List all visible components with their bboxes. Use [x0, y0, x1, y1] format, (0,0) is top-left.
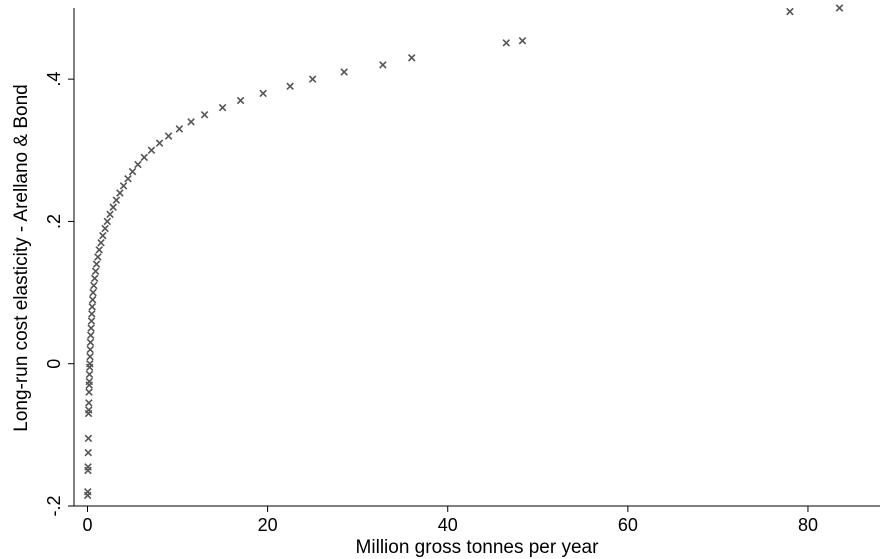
data-point [92, 260, 101, 268]
data-point [236, 96, 245, 105]
data-point [84, 434, 93, 443]
x-tick-label: 20 [258, 515, 278, 535]
data-point [518, 36, 527, 45]
data-point [103, 217, 112, 226]
data-point [85, 370, 94, 379]
data-point [112, 196, 121, 204]
y-tick-label: .2 [44, 214, 64, 229]
x-tick-label: 60 [618, 515, 638, 535]
data-point [116, 189, 124, 197]
data-point [124, 174, 132, 183]
data-point [99, 231, 107, 240]
data-point [90, 274, 99, 283]
x-tick-label: 80 [798, 515, 818, 535]
data-point [88, 295, 97, 304]
data-point [87, 317, 96, 325]
data-point [95, 246, 103, 254]
y-tick-label: .4 [44, 72, 64, 87]
data-point [286, 82, 294, 91]
data-point [308, 75, 317, 83]
data-point [90, 281, 98, 290]
data-point [86, 345, 94, 354]
data-point [147, 146, 156, 155]
data-point [85, 406, 93, 414]
data-point [85, 399, 93, 407]
data-point [140, 153, 149, 162]
data-point [134, 160, 142, 169]
y-axis-title: Long-run cost elasticity - Arellano & Bo… [11, 84, 32, 431]
x-tick-label: 0 [83, 515, 93, 535]
data-point [109, 203, 117, 211]
data-point [786, 7, 794, 16]
data-point [88, 310, 96, 318]
data-point [218, 103, 227, 112]
data-point [97, 239, 105, 247]
y-ticks: -.2 0 .2 .4 [44, 72, 74, 517]
data-point [835, 4, 844, 12]
data-point [84, 463, 92, 471]
data-point [94, 253, 102, 261]
data-point [85, 388, 93, 396]
axes [73, 8, 880, 507]
data-point [259, 89, 267, 98]
data-point [86, 338, 95, 347]
data-point [187, 118, 195, 126]
data-point [155, 139, 164, 147]
data-point [88, 303, 96, 311]
data-point [101, 224, 109, 233]
data-point [84, 448, 92, 457]
data-point [84, 488, 92, 496]
x-tick-label: 40 [438, 515, 458, 535]
data-point [175, 125, 184, 133]
data-point [407, 54, 416, 62]
data-point [86, 359, 94, 368]
data-point [85, 377, 94, 386]
y-tick-label: -.2 [44, 495, 64, 516]
data-point [164, 132, 173, 140]
data-point [379, 61, 387, 69]
data-point [89, 288, 97, 297]
y-tick-label: 0 [44, 359, 64, 369]
data-point [86, 331, 95, 340]
data-point [119, 182, 128, 190]
data-point [106, 210, 114, 219]
data-point [128, 167, 137, 176]
data-point [502, 39, 511, 47]
data-point [91, 267, 100, 275]
x-axis-title: Million gross tonnes per year [356, 537, 600, 558]
data-point [87, 324, 95, 332]
data-point [86, 352, 94, 361]
data-point [200, 110, 209, 119]
x-ticks: 0 20 40 60 80 [83, 506, 818, 535]
data-points [83, 4, 844, 500]
data-point [340, 68, 348, 76]
